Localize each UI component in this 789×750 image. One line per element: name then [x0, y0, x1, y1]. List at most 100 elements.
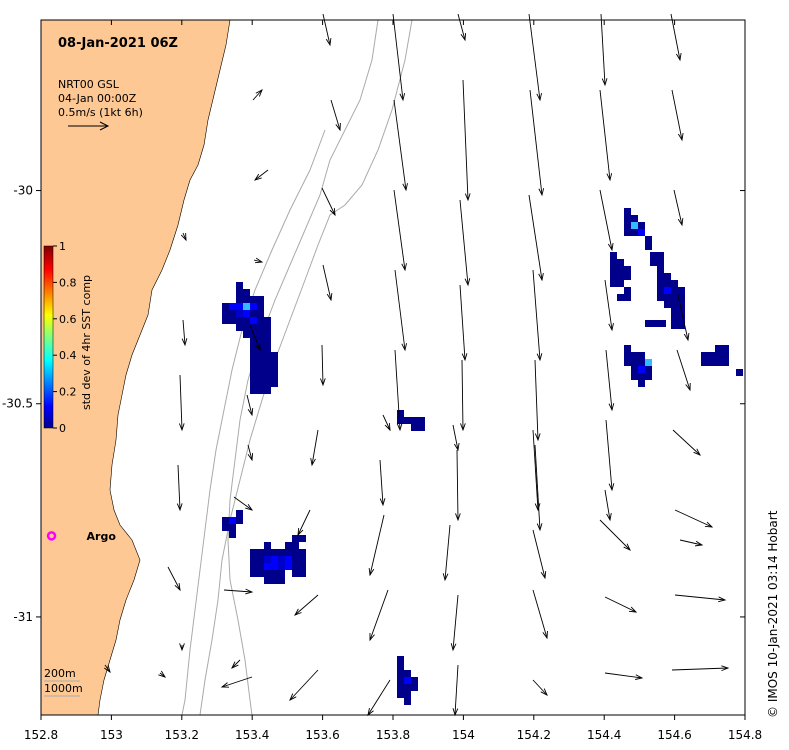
current-arrow — [369, 589, 389, 642]
colorbar-tick-label: 0.2 — [59, 386, 77, 399]
sst-cell — [624, 359, 631, 366]
sst-cell — [715, 359, 722, 366]
sst-cell — [610, 259, 617, 266]
current-arrow — [393, 99, 408, 192]
sst-cell — [257, 387, 264, 394]
sst-cell — [404, 684, 411, 691]
sst-cell — [257, 352, 264, 359]
sst-cell — [264, 373, 271, 380]
colorbar — [43, 245, 54, 429]
sst-cell — [715, 345, 722, 352]
sst-cell — [638, 229, 645, 236]
sst-cell — [250, 317, 257, 324]
sst-cell — [285, 556, 292, 563]
sst-cell — [715, 352, 722, 359]
sst-cell — [250, 359, 257, 366]
sst-cell — [645, 373, 652, 380]
sst-cell — [257, 338, 264, 345]
current-arrow — [534, 359, 541, 442]
axis-ticks: 152.8 153 153.2 153.4 153.6 153.8 154 154.2 154.… — [2, 20, 762, 742]
sst-cell — [271, 359, 278, 366]
sst-cell — [264, 387, 271, 394]
sst-cell — [418, 424, 425, 431]
sst-cell — [671, 280, 678, 287]
sst-cell — [638, 352, 645, 359]
sst-cell — [624, 215, 631, 222]
sst-cell — [397, 417, 404, 424]
current-arrow — [604, 596, 638, 613]
sst-cell — [678, 301, 685, 308]
sst-cell — [708, 352, 715, 359]
sst-cell — [645, 359, 652, 366]
current-arrow — [605, 419, 615, 492]
current-arrow — [382, 414, 391, 432]
x-tick-label: 154 — [452, 728, 475, 742]
sst-cell — [404, 417, 411, 424]
current-arrow — [457, 13, 467, 42]
sst-cell — [624, 222, 631, 229]
sst-cell — [411, 684, 418, 691]
sst-cell — [243, 331, 250, 338]
sst-cell — [418, 417, 425, 424]
sst-cell — [722, 352, 729, 359]
sst-cell — [236, 289, 243, 296]
sst-cell — [292, 556, 299, 563]
sst-cell — [229, 517, 236, 524]
current-arrow — [605, 349, 615, 412]
sst-cell — [610, 266, 617, 273]
current-arrow — [321, 187, 336, 217]
contour-label-1000m: 1000m — [44, 682, 83, 695]
sst-cell — [397, 656, 404, 663]
current-arrow — [103, 664, 111, 674]
sst-cell — [236, 317, 243, 324]
sst-cell — [271, 366, 278, 373]
legend-scale: 0.5m/s (1kt 6h) — [58, 106, 143, 119]
sst-cell — [617, 294, 624, 301]
sst-cell — [664, 294, 671, 301]
x-tick-label: 154.8 — [728, 728, 762, 742]
current-arrow — [673, 189, 684, 227]
sst-cell — [404, 670, 411, 677]
current-arrow — [249, 324, 261, 352]
argo-float-marker[interactable] — [46, 531, 57, 541]
sst-cell — [610, 280, 617, 287]
sst-cell — [250, 324, 257, 331]
current-arrow — [322, 13, 332, 47]
y-tick-label: -30.5 — [2, 397, 33, 411]
credit-text: © IMOS 10-Jan-2021 03:14 Hobart — [766, 510, 780, 718]
sst-cell — [229, 524, 236, 531]
current-arrow — [253, 169, 269, 181]
sst-cell — [257, 359, 264, 366]
sst-cell — [250, 303, 257, 310]
colorbar-tick-label: 0.6 — [59, 313, 77, 326]
sst-cell — [645, 320, 652, 327]
sst-cell — [257, 549, 264, 556]
sst-cell — [645, 366, 652, 373]
sst-cell — [664, 273, 671, 280]
sst-cell — [250, 310, 257, 317]
sst-cell — [631, 373, 638, 380]
current-arrow — [379, 459, 386, 507]
sst-cell — [264, 556, 271, 563]
sst-cell — [657, 252, 664, 259]
current-arrow — [252, 89, 263, 101]
sst-cell — [264, 324, 271, 331]
sst-cell — [652, 320, 659, 327]
current-arrow — [231, 659, 241, 669]
sst-cell — [617, 266, 624, 273]
colorbar-ticks: 0 0.2 0.4 0.6 0.8 1 — [53, 240, 77, 435]
sst-cell — [664, 280, 671, 287]
sst-cell — [299, 556, 306, 563]
sst-cell — [617, 259, 624, 266]
sst-cell — [299, 549, 306, 556]
current-arrow — [600, 13, 608, 87]
current-arrow — [671, 89, 684, 142]
sst-cell — [264, 331, 271, 338]
x-tick-label: 153 — [100, 728, 123, 742]
current-arrow — [176, 464, 183, 512]
current-arrow — [532, 679, 548, 696]
sst-cell — [243, 296, 250, 303]
sst-cell — [397, 677, 404, 684]
sst-cell — [631, 215, 638, 222]
sst-cell — [650, 259, 657, 266]
